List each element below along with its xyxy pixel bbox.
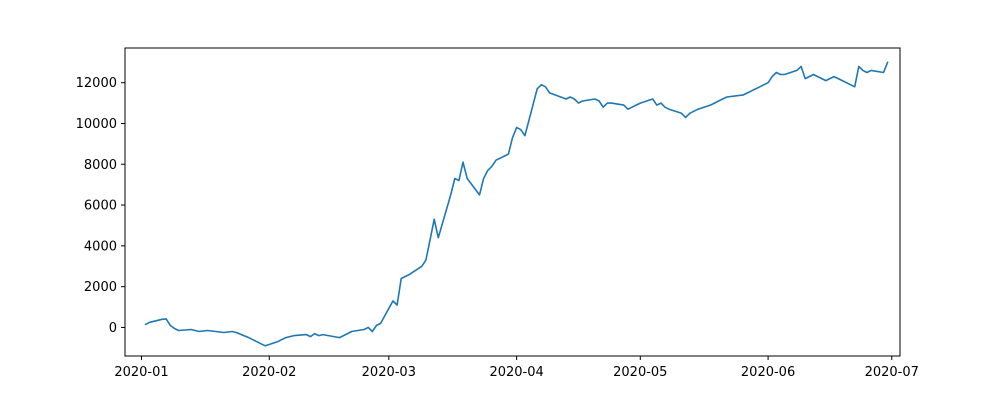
x-tick-label: 2020-02	[242, 365, 296, 380]
plot-area	[125, 48, 900, 356]
y-tick-label: 6000	[84, 199, 117, 214]
y-tick-label: 8000	[84, 158, 117, 173]
x-tick-label: 2020-04	[489, 365, 543, 380]
x-tick-label: 2020-01	[114, 365, 168, 380]
y-tick-label: 10000	[76, 117, 117, 132]
series-line	[144, 61, 889, 347]
x-tick-label: 2020-05	[613, 365, 667, 380]
y-tick-label: 4000	[84, 239, 117, 254]
x-tick-label: 2020-06	[741, 365, 795, 380]
x-tick-label: 2020-07	[865, 365, 919, 380]
x-tick-label: 2020-03	[362, 365, 416, 380]
y-tick-label: 2000	[84, 280, 117, 295]
x-axis: 2020-01 2020-02 2020-03 2020-04 2020-05 2020-…	[114, 356, 919, 380]
y-axis: 0 2000 4000 6000 8000 10000 12000	[76, 76, 125, 336]
y-tick-label: 0	[109, 321, 117, 336]
series-layer	[144, 61, 889, 347]
y-tick-label: 12000	[76, 76, 117, 91]
plot-frame	[124, 47, 901, 357]
